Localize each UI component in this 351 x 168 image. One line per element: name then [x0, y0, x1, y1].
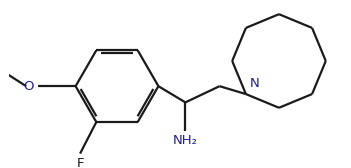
- Text: N: N: [250, 77, 259, 91]
- Text: O: O: [23, 80, 34, 93]
- Text: NH₂: NH₂: [173, 134, 198, 147]
- Text: F: F: [77, 157, 84, 168]
